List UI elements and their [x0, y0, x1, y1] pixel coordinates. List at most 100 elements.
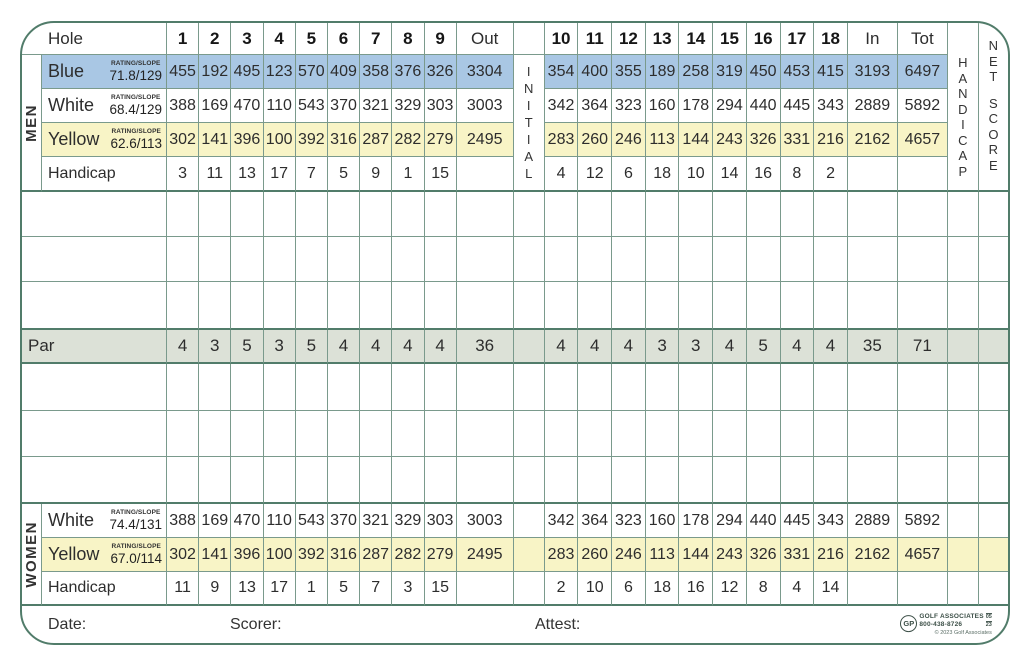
- score-entry-cell[interactable]: [544, 411, 579, 457]
- score-entry-cell[interactable]: [263, 192, 296, 237]
- score-entry-cell[interactable]: [544, 237, 579, 282]
- score-entry-cell[interactable]: [424, 237, 457, 282]
- handicap-entry-cell[interactable]: [947, 457, 979, 504]
- score-entry-cell[interactable]: [713, 282, 747, 330]
- score-entry-cell[interactable]: [612, 237, 646, 282]
- score-entry-cell[interactable]: [392, 282, 425, 330]
- score-entry-cell[interactable]: [814, 411, 848, 457]
- total-entry-cell[interactable]: [897, 192, 948, 237]
- score-entry-cell[interactable]: [327, 411, 361, 457]
- score-entry-cell[interactable]: [392, 457, 425, 504]
- score-entry-cell[interactable]: [679, 192, 714, 237]
- score-entry-cell[interactable]: [645, 282, 680, 330]
- score-entry-cell[interactable]: [713, 457, 747, 504]
- initial-entry-cell[interactable]: [513, 457, 545, 504]
- score-entry-cell[interactable]: [424, 192, 457, 237]
- score-entry-cell[interactable]: [263, 282, 296, 330]
- out-entry-cell[interactable]: [456, 282, 514, 330]
- score-entry-cell[interactable]: [780, 411, 815, 457]
- score-entry-cell[interactable]: [746, 237, 781, 282]
- score-entry-cell[interactable]: [295, 237, 328, 282]
- score-entry-cell[interactable]: [578, 364, 613, 411]
- initial-entry-cell[interactable]: [513, 192, 545, 237]
- score-entry-cell[interactable]: [578, 237, 613, 282]
- score-entry-cell[interactable]: [679, 457, 714, 504]
- score-entry-cell[interactable]: [327, 282, 361, 330]
- score-entry-cell[interactable]: [713, 237, 747, 282]
- in-entry-cell[interactable]: [847, 457, 898, 504]
- score-entry-cell[interactable]: [424, 364, 457, 411]
- score-entry-cell[interactable]: [814, 282, 848, 330]
- handicap-entry-cell[interactable]: [947, 411, 979, 457]
- score-entry-cell[interactable]: [746, 192, 781, 237]
- score-entry-cell[interactable]: [544, 192, 579, 237]
- score-entry-cell[interactable]: [360, 192, 393, 237]
- score-entry-cell[interactable]: [679, 364, 714, 411]
- score-entry-cell[interactable]: [679, 282, 714, 330]
- score-entry-cell[interactable]: [746, 457, 781, 504]
- score-entry-cell[interactable]: [167, 457, 200, 504]
- score-entry-cell[interactable]: [578, 282, 613, 330]
- score-entry-cell[interactable]: [360, 457, 393, 504]
- score-entry-cell[interactable]: [578, 457, 613, 504]
- score-entry-cell[interactable]: [746, 364, 781, 411]
- handicap-entry-cell[interactable]: [947, 237, 979, 282]
- score-entry-cell[interactable]: [231, 192, 264, 237]
- score-entry-cell[interactable]: [263, 364, 296, 411]
- initial-entry-cell[interactable]: [513, 411, 545, 457]
- net-score-entry-cell[interactable]: [978, 364, 1008, 411]
- score-entry-cell[interactable]: [612, 457, 646, 504]
- score-entry-cell[interactable]: [231, 411, 264, 457]
- score-entry-cell[interactable]: [392, 411, 425, 457]
- score-entry-cell[interactable]: [167, 282, 200, 330]
- score-entry-cell[interactable]: [578, 411, 613, 457]
- score-entry-cell[interactable]: [814, 364, 848, 411]
- score-entry-cell[interactable]: [814, 457, 848, 504]
- score-entry-cell[interactable]: [424, 457, 457, 504]
- net-score-entry-cell[interactable]: [978, 411, 1008, 457]
- initial-entry-cell[interactable]: [513, 237, 545, 282]
- score-entry-cell[interactable]: [263, 457, 296, 504]
- score-entry-cell[interactable]: [231, 282, 264, 330]
- score-entry-cell[interactable]: [645, 237, 680, 282]
- score-entry-cell[interactable]: [814, 237, 848, 282]
- score-entry-cell[interactable]: [392, 192, 425, 237]
- score-entry-cell[interactable]: [780, 364, 815, 411]
- score-entry-cell[interactable]: [544, 457, 579, 504]
- score-entry-cell[interactable]: [199, 411, 232, 457]
- score-entry-cell[interactable]: [263, 237, 296, 282]
- score-entry-cell[interactable]: [679, 237, 714, 282]
- score-entry-cell[interactable]: [327, 364, 361, 411]
- score-entry-cell[interactable]: [645, 192, 680, 237]
- score-entry-cell[interactable]: [199, 282, 232, 330]
- in-entry-cell[interactable]: [847, 411, 898, 457]
- score-entry-cell[interactable]: [199, 457, 232, 504]
- out-entry-cell[interactable]: [456, 457, 514, 504]
- handicap-entry-cell[interactable]: [947, 364, 979, 411]
- score-entry-cell[interactable]: [612, 192, 646, 237]
- score-entry-cell[interactable]: [167, 192, 200, 237]
- score-entry-cell[interactable]: [612, 364, 646, 411]
- score-entry-cell[interactable]: [295, 192, 328, 237]
- score-entry-cell[interactable]: [780, 237, 815, 282]
- in-entry-cell[interactable]: [847, 282, 898, 330]
- score-entry-cell[interactable]: [167, 237, 200, 282]
- score-entry-cell[interactable]: [167, 364, 200, 411]
- score-entry-cell[interactable]: [645, 457, 680, 504]
- player-name-cell[interactable]: [22, 192, 167, 237]
- score-entry-cell[interactable]: [780, 457, 815, 504]
- score-entry-cell[interactable]: [360, 237, 393, 282]
- score-entry-cell[interactable]: [231, 364, 264, 411]
- player-name-cell[interactable]: [22, 282, 167, 330]
- total-entry-cell[interactable]: [897, 364, 948, 411]
- score-entry-cell[interactable]: [645, 411, 680, 457]
- score-entry-cell[interactable]: [327, 237, 361, 282]
- score-entry-cell[interactable]: [392, 237, 425, 282]
- in-entry-cell[interactable]: [847, 192, 898, 237]
- score-entry-cell[interactable]: [780, 282, 815, 330]
- score-entry-cell[interactable]: [327, 457, 361, 504]
- score-entry-cell[interactable]: [199, 237, 232, 282]
- player-name-cell[interactable]: [22, 364, 167, 411]
- score-entry-cell[interactable]: [392, 364, 425, 411]
- out-entry-cell[interactable]: [456, 192, 514, 237]
